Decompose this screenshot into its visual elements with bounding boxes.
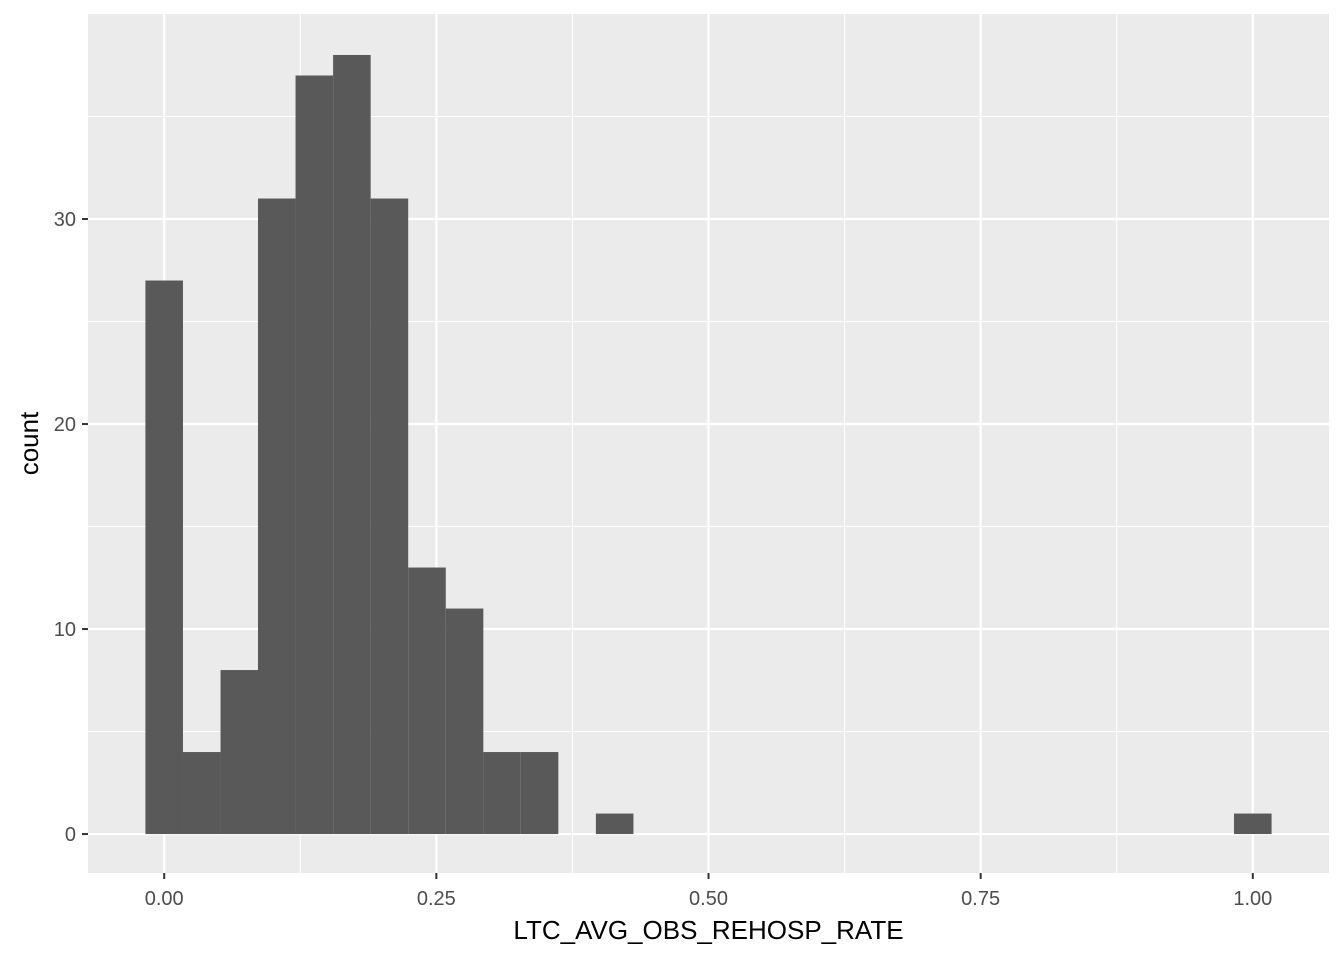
histogram-bar xyxy=(483,752,521,835)
histogram-bar xyxy=(145,280,183,835)
y-tick-label: 10 xyxy=(54,619,76,641)
histogram-bar xyxy=(182,752,221,835)
histogram-bars xyxy=(145,55,1272,835)
x-axis-ticks: 0.00 0.25 0.50 0.75 1.00 xyxy=(145,873,1272,910)
y-axis-ticks: 0 10 20 30 xyxy=(54,209,88,846)
x-tick-label: 0.75 xyxy=(961,888,1000,910)
y-axis-title: count xyxy=(14,411,44,475)
histogram-bar xyxy=(333,55,371,835)
y-tick-label: 0 xyxy=(65,824,76,846)
histogram-bar xyxy=(595,813,634,835)
x-tick-label: 0.00 xyxy=(145,888,184,910)
histogram-bar xyxy=(295,75,334,835)
histogram-bar xyxy=(445,608,484,835)
histogram-bar xyxy=(220,670,259,835)
y-tick-label: 20 xyxy=(54,414,76,436)
x-tick-label: 0.50 xyxy=(689,888,728,910)
histogram-bar xyxy=(370,198,409,835)
x-axis-title: LTC_AVG_OBS_REHOSP_RATE xyxy=(513,915,903,945)
x-tick-label: 0.25 xyxy=(417,888,456,910)
x-tick-label: 1.00 xyxy=(1233,888,1272,910)
histogram-bar xyxy=(520,752,559,835)
histogram-bar xyxy=(1234,813,1272,835)
histogram-bar xyxy=(408,567,446,835)
histogram-bar xyxy=(257,198,296,835)
y-tick-label: 30 xyxy=(54,209,76,231)
